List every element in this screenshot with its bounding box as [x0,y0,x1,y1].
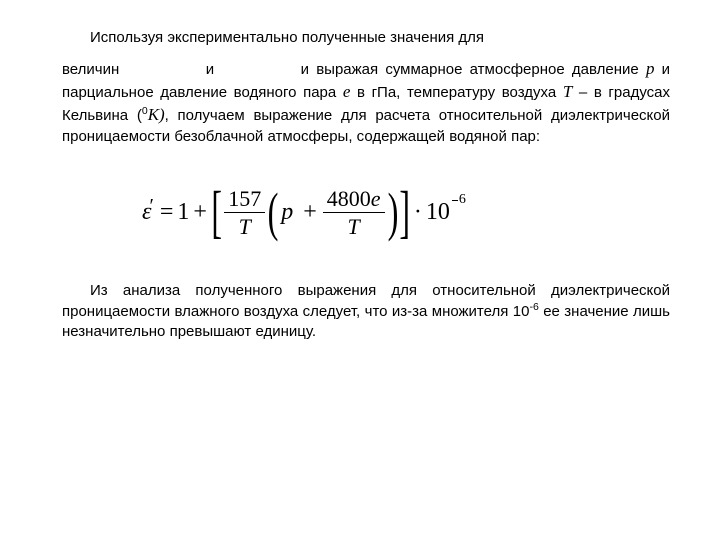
lead-line: Используя экспериментально полученные зн… [62,28,670,48]
var-p: p [646,59,655,78]
left-paren-icon: ( [268,185,279,239]
text-fragment: величин [62,61,126,78]
kelvin-letter: К) [148,105,165,124]
right-paren-icon: ) [387,185,398,239]
eq-equals: = [160,196,174,228]
eq-ten: 10 [426,196,450,228]
eq-dot: · [414,196,422,228]
blank-gap [221,61,293,78]
frac2-num-e: e [371,186,381,211]
document-page: Используя экспериментально полученные зн… [0,0,720,540]
eq-inner-p: p [281,196,293,228]
var-e: e [343,82,351,101]
eq-plus: + [193,196,207,228]
frac1-num: 157 [224,187,265,210]
paragraph-1: величин и и выражая суммарное атмосферно… [62,58,670,147]
var-T: T [563,82,572,101]
minus-icon [452,200,458,201]
fraction-2: 4800e T [323,187,385,238]
text-fragment: и выражая суммарное атмосферное давление [301,61,646,78]
eq-exp: 6 [452,191,466,210]
frac2-num: 4800e [323,187,385,210]
right-bracket-icon: ] [399,183,410,241]
eq-inner-plus: + [303,196,317,228]
eq-prime: ′ [149,193,153,220]
text-fragment: в гПа, температуру воздуха [357,84,563,101]
frac2-den: T [344,215,364,238]
exp-minus6: -6 [529,301,538,313]
equation: ε′ = 1 + [ 157 T ( p + 4800e T ) ] · 106 [142,183,670,241]
frac-bar [323,212,385,213]
text-fragment: и [206,61,222,78]
fraction-1: 157 T [224,187,265,238]
frac-bar [224,212,265,213]
eq-one: 1 [177,196,189,228]
eq-exp-val: 6 [459,191,466,210]
paragraph-2: Из анализа полученного выражения для отн… [62,281,670,342]
frac2-num-const: 4800 [327,186,371,211]
left-bracket-icon: [ [211,183,222,241]
frac1-den: T [235,215,255,238]
blank-gap [126,61,198,78]
